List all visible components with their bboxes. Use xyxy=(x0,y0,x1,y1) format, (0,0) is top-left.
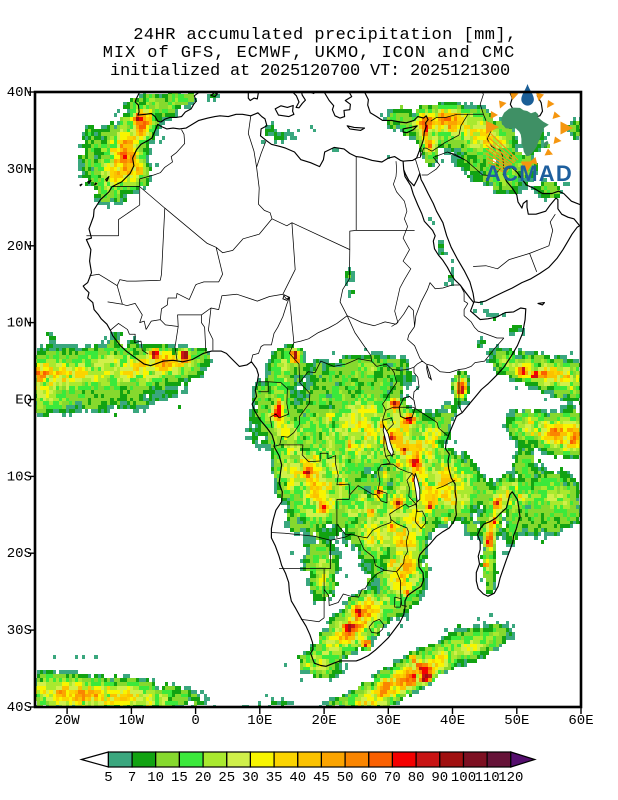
svg-text:24HR accumulated precipitation: 24HR accumulated precipitation [mm], xyxy=(133,26,516,45)
svg-text:MIX of GFS, ECMWF, UKMO, ICON: MIX of GFS, ECMWF, UKMO, ICON and CMC xyxy=(103,44,516,63)
svg-text:initialized at 2025120700 VT:: initialized at 2025120700 VT: 2025121300 xyxy=(110,62,510,81)
